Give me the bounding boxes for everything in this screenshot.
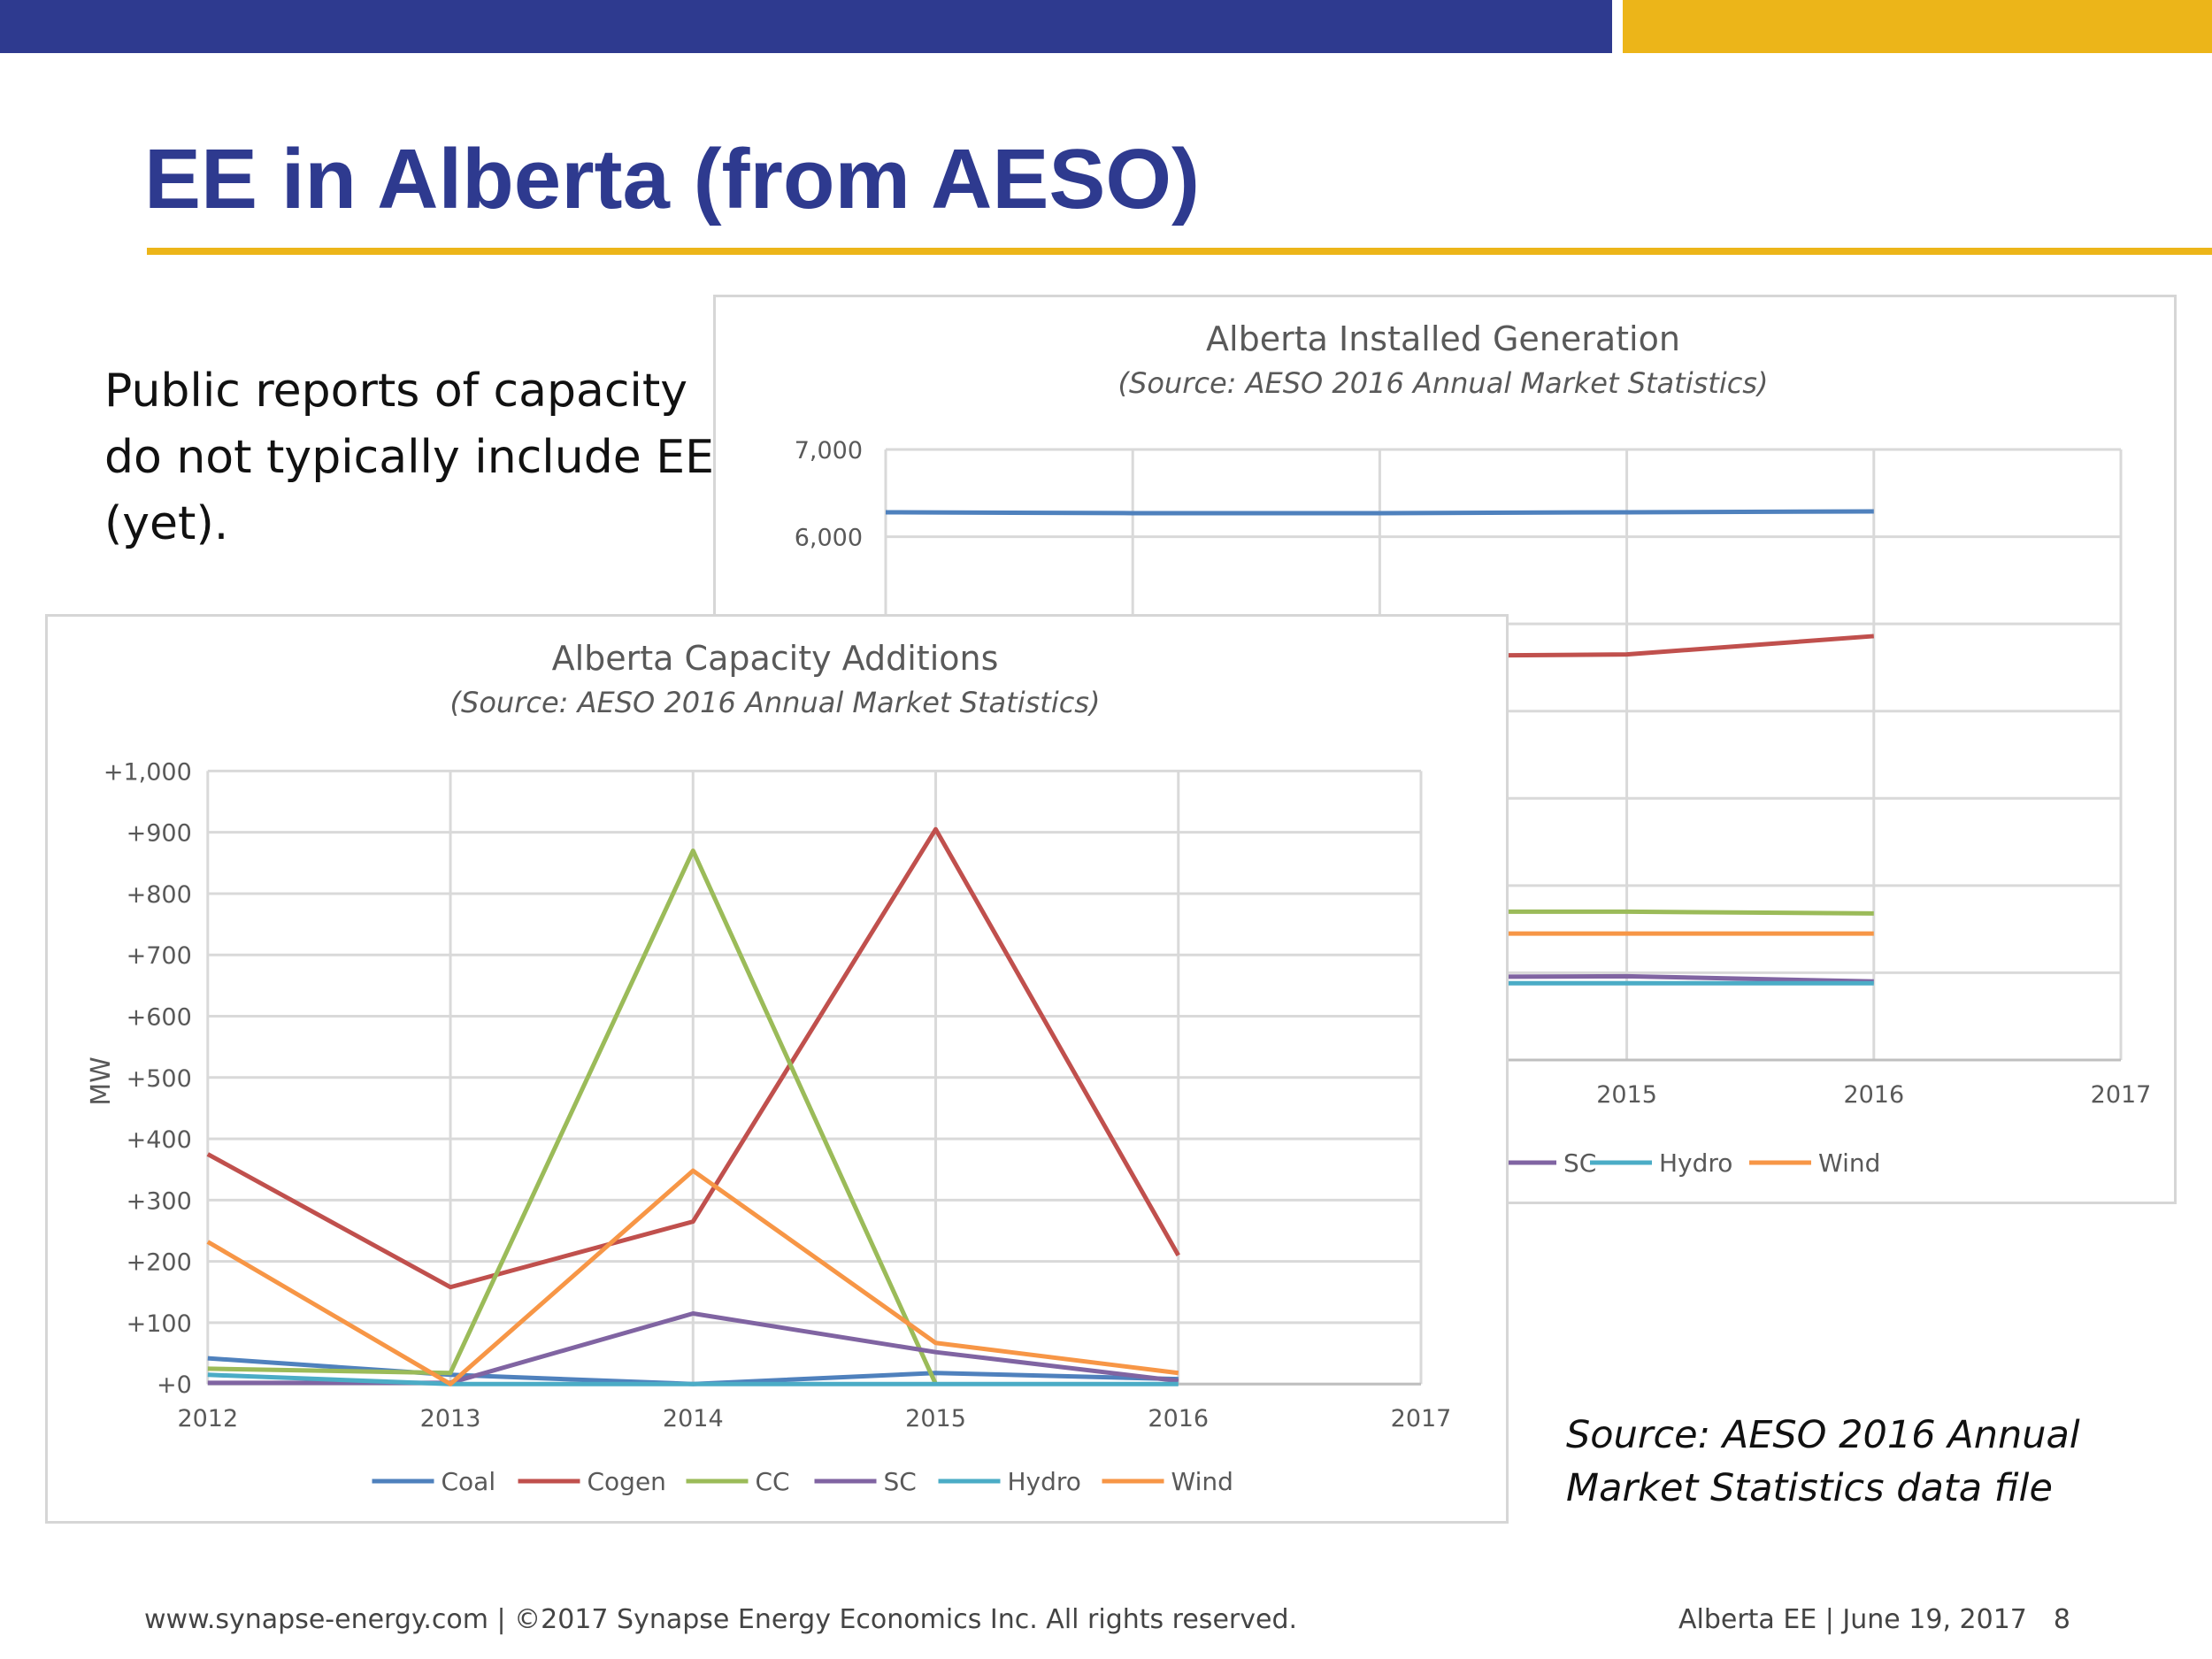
legend-label: Coal	[442, 1467, 496, 1496]
y-tick-label: 6,000	[795, 525, 863, 552]
y-tick-label: +1,000	[104, 758, 192, 786]
y-tick-label: +100	[127, 1310, 192, 1338]
legend-item-sc: SC	[814, 1467, 917, 1496]
legend-item-hydro: Hydro	[1590, 1148, 1732, 1178]
chart-subtitle: (Source: AESO 2016 Annual Market Statist…	[1118, 366, 1769, 400]
legend-label: Wind	[1171, 1467, 1233, 1496]
legend-label: Hydro	[1008, 1467, 1081, 1496]
y-tick-label: +700	[127, 942, 192, 970]
chart-subtitle: (Source: AESO 2016 Annual Market Statist…	[450, 686, 1101, 719]
footer-copyright: www.synapse-energy.com | ©2017 Synapse E…	[144, 1604, 1298, 1635]
legend-item-cogen: Cogen	[518, 1467, 666, 1496]
y-tick-label: +400	[127, 1126, 192, 1154]
x-tick-label: 2013	[420, 1405, 481, 1432]
legend-item-sc: SC	[1494, 1148, 1596, 1178]
legend-item-cc: CC	[686, 1467, 790, 1496]
x-tick-label: 2016	[1843, 1081, 1904, 1109]
series-line-coal	[885, 509, 1874, 516]
intro-text: Public reports of capacity do not typica…	[104, 365, 714, 550]
legend-item-wind: Wind	[1749, 1148, 1880, 1178]
legend-label: Hydro	[1659, 1148, 1732, 1178]
legend-label: SC	[884, 1467, 917, 1496]
series-line-wind	[206, 1168, 1179, 1386]
y-axis-title: MW	[86, 1056, 117, 1106]
chart-title: Alberta Installed Generation	[1206, 319, 1680, 358]
x-tick-label: 2012	[177, 1405, 238, 1432]
footer-date: Alberta EE | June 19, 2017	[1678, 1604, 2027, 1635]
source-note: Source: AESO 2016 Annual Market Statisti…	[1566, 1413, 2080, 1510]
series-line-hydro	[207, 1372, 1179, 1386]
legend-item-coal: Coal	[372, 1467, 496, 1496]
slide-title: EE in Alberta (from AESO)	[144, 132, 1201, 227]
y-tick-label: +300	[127, 1187, 192, 1215]
x-tick-label: 2017	[1391, 1405, 1452, 1432]
x-tick-label: 2014	[663, 1405, 724, 1432]
legend-item-hydro: Hydro	[938, 1467, 1081, 1496]
y-tick-label: +200	[127, 1249, 192, 1277]
capacity-additions-chart: Alberta Capacity Additions (Source: AESO…	[45, 614, 1509, 1524]
header-bar-blue	[0, 0, 1612, 53]
capacity-additions-svg: Alberta Capacity Additions (Source: AESO…	[86, 639, 1452, 1496]
legend-item-wind: Wind	[1102, 1467, 1233, 1496]
y-tick-label: +900	[127, 820, 192, 848]
y-tick-label: +500	[127, 1065, 192, 1093]
series-line-cogen	[206, 826, 1180, 1290]
legend-label: Wind	[1818, 1148, 1880, 1178]
page-number: 8	[2053, 1604, 2070, 1635]
legend-label: CC	[756, 1467, 790, 1496]
title-underline	[147, 248, 2212, 255]
chart-title: Alberta Capacity Additions	[552, 639, 999, 678]
x-tick-label: 2017	[2091, 1081, 2152, 1109]
header-bar-gold	[1623, 0, 2212, 53]
series-line-cc	[207, 848, 938, 1386]
y-tick-label: +0	[157, 1371, 192, 1399]
y-tick-label: 7,000	[795, 437, 863, 465]
legend-label: Cogen	[588, 1467, 666, 1496]
x-tick-label: 2016	[1148, 1405, 1209, 1432]
x-tick-label: 2015	[905, 1405, 966, 1432]
footer-info: Alberta EE | June 19, 2017 8	[1678, 1604, 2070, 1635]
x-tick-label: 2015	[1596, 1081, 1657, 1109]
y-tick-label: +600	[127, 1004, 192, 1032]
y-tick-label: +800	[127, 881, 192, 909]
